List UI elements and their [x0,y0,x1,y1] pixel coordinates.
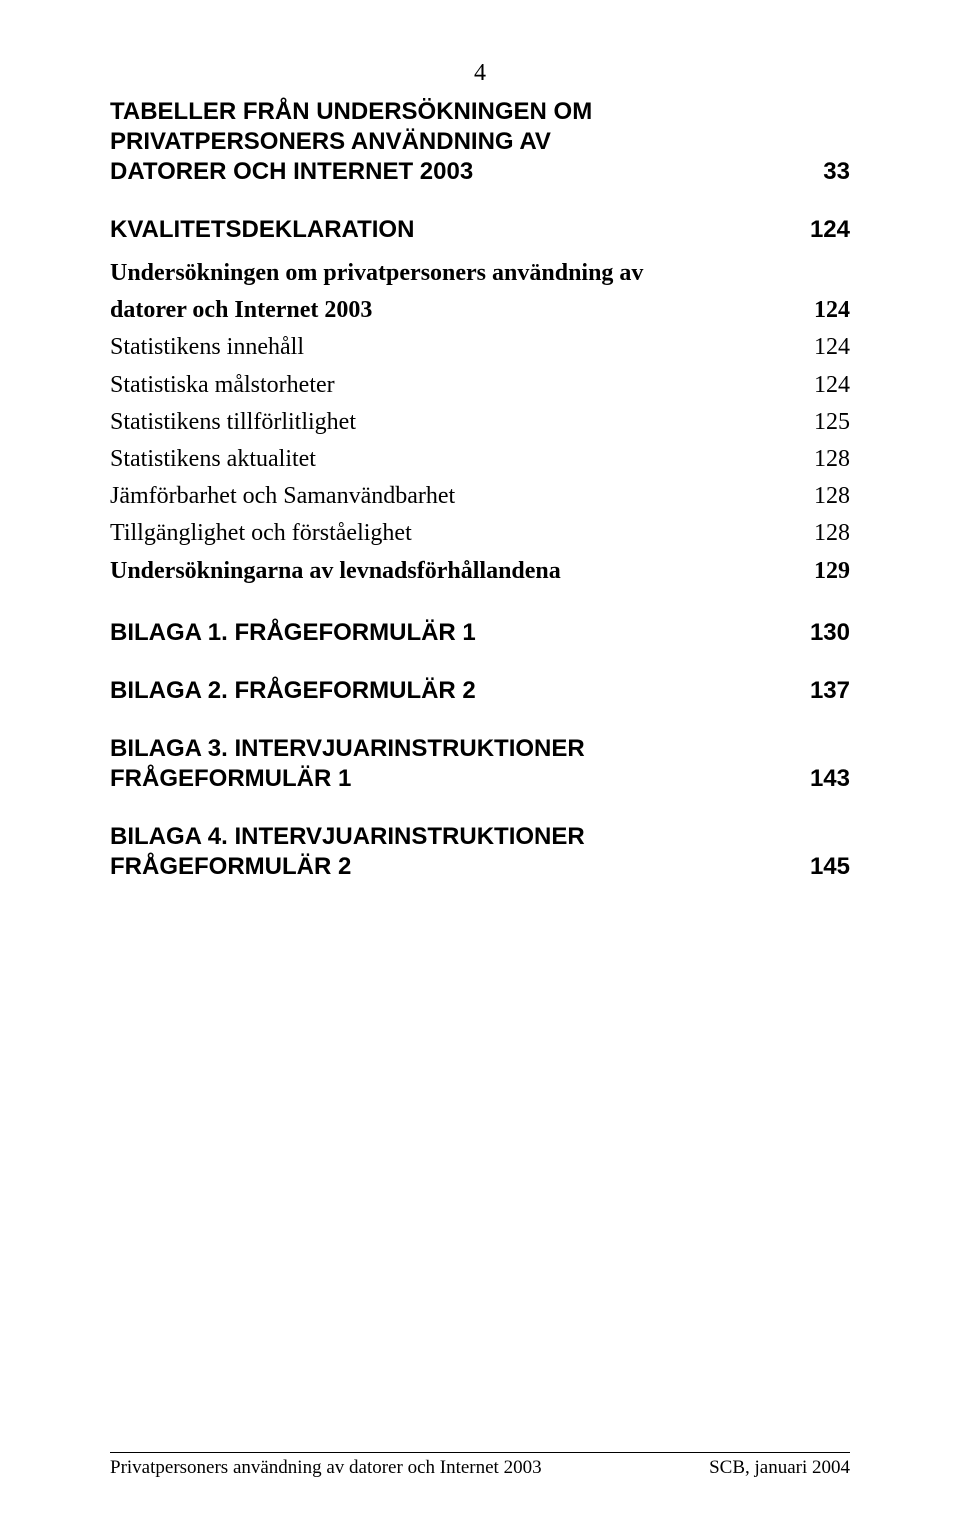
toc-page-number: 125 [814,404,850,441]
footer-left-text: Privatpersoners användning av datorer oc… [110,1457,542,1479]
toc-heading-line: TABELLER FRÅN UNDERSÖKNINGEN OM [110,98,592,125]
toc-heading: TABELLER FRÅN UNDERSÖKNINGEN OM PRIVATPE… [110,97,823,187]
toc-entry: Statistiska målstorheter [110,367,814,404]
toc-page-number: 143 [810,764,850,794]
toc-subheading: Undersökningen om privatpersoners använd… [110,255,730,329]
toc-heading-line: FRÅGEFORMULÄR 2 [110,853,351,880]
toc-page-number: 124 [814,329,850,366]
toc-page-number: 124 [814,367,850,404]
toc-entry: Statistikens tillförlitlighet [110,404,814,441]
toc-heading: BILAGA 3. INTERVJUARINSTRUKTIONER FRÅGEF… [110,734,810,794]
toc-entry: Statistikens aktualitet [110,441,814,478]
toc-heading: BILAGA 1. FRÅGEFORMULÄR 1 [110,618,810,648]
toc-entry: Jämförbarhet och Samanvändbarhet [110,478,814,515]
toc-page-number: 145 [810,852,850,882]
toc-page-number: 128 [814,441,850,478]
toc-page-number: 137 [810,676,850,706]
toc-page-number: 124 [814,292,850,329]
toc-heading-line: FRÅGEFORMULÄR 1 [110,765,351,792]
toc-heading-line: PRIVATPERSONERS ANVÄNDNING AV [110,128,551,155]
toc-page-number: 33 [823,157,850,187]
toc-page-number: 129 [814,553,850,590]
toc-page-number: 128 [814,478,850,515]
toc-page-number: 128 [814,515,850,552]
toc-entry: Statistikens innehåll [110,329,814,366]
toc-page-number: 130 [810,618,850,648]
toc-heading-line: BILAGA 4. INTERVJUARINSTRUKTIONER [110,823,585,850]
toc-heading: KVALITETSDEKLARATION [110,215,810,245]
page-number-top: 4 [110,60,850,87]
toc-heading-line: DATORER OCH INTERNET 2003 [110,158,473,185]
toc-page-number: 124 [810,215,850,245]
toc-heading: BILAGA 2. FRÅGEFORMULÄR 2 [110,676,810,706]
page-footer: Privatpersoners användning av datorer oc… [110,1452,850,1479]
toc-heading: BILAGA 4. INTERVJUARINSTRUKTIONER FRÅGEF… [110,822,810,882]
footer-rule [110,1452,850,1453]
toc-subheading: Undersökningarna av levnadsförhållandena [110,553,814,590]
toc-heading-line: BILAGA 3. INTERVJUARINSTRUKTIONER [110,735,585,762]
footer-right-text: SCB, januari 2004 [709,1457,850,1479]
toc-entry: Tillgänglighet och förståelighet [110,515,814,552]
